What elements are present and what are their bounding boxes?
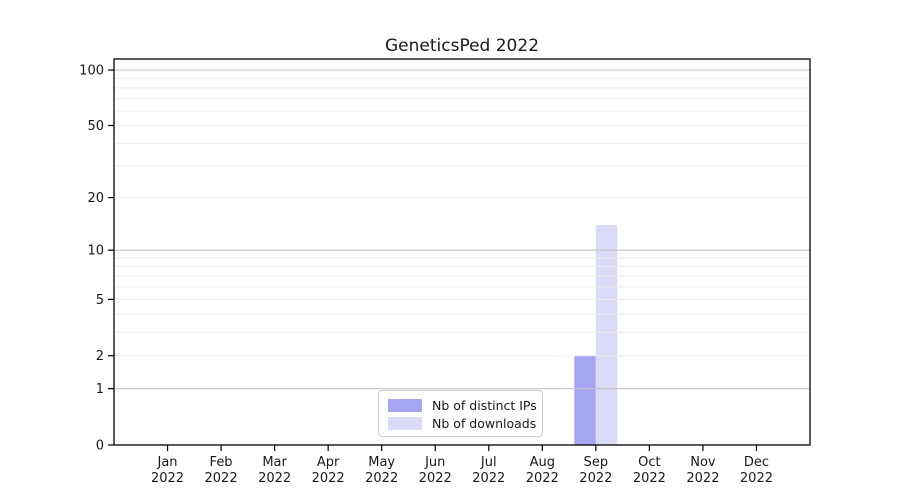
- x-tick-label-month: Nov: [690, 455, 716, 470]
- x-tick-label-month: Jul: [480, 455, 497, 470]
- axes-frame: [113, 58, 811, 446]
- legend-item-downloads: Nb of downloads: [388, 415, 537, 431]
- x-tick-label-year: 2022: [472, 471, 505, 486]
- legend-swatch-downloads: [388, 416, 422, 430]
- x-tick-label-year: 2022: [205, 471, 238, 486]
- x-tick-label-year: 2022: [365, 471, 398, 486]
- x-tick-label-month: Feb: [210, 455, 233, 470]
- y-tick-label: 1: [96, 382, 104, 397]
- x-tick-label-month: Aug: [530, 455, 555, 470]
- x-tick-label-year: 2022: [419, 471, 452, 486]
- chart-title: GeneticsPed 2022: [384, 36, 540, 56]
- x-tick-label-month: May: [368, 455, 395, 470]
- y-tick-label: 0: [96, 439, 104, 454]
- x-tick-label-year: 2022: [579, 471, 612, 486]
- y-tick-label: 2: [96, 349, 104, 364]
- legend-item-distinct-ips: Nb of distinct IPs: [388, 397, 537, 413]
- x-tick-label-month: Sep: [584, 455, 609, 470]
- x-tick-label-month: Dec: [744, 455, 769, 470]
- y-tick-label: 5: [96, 293, 104, 308]
- x-tick-label-year: 2022: [151, 471, 184, 486]
- x-tick-label-year: 2022: [740, 471, 773, 486]
- bar-sep-series0: [574, 355, 596, 445]
- legend-label-downloads: Nb of downloads: [432, 415, 537, 431]
- x-tick-label-month: Jan: [157, 455, 178, 470]
- bar-sep-series1: [595, 224, 618, 445]
- y-tick-label: 20: [87, 191, 104, 206]
- y-tick-label: 10: [87, 244, 104, 259]
- y-tick-label: 50: [87, 119, 104, 134]
- x-tick-label-year: 2022: [312, 471, 345, 486]
- x-tick-label-year: 2022: [258, 471, 291, 486]
- x-tick-label-month: Jun: [424, 455, 445, 470]
- y-tick-label: 100: [79, 64, 104, 79]
- x-tick-label-year: 2022: [633, 471, 666, 486]
- x-tick-label-year: 2022: [686, 471, 719, 486]
- x-tick-label-month: Apr: [317, 455, 340, 470]
- legend: Nb of distinct IPs Nb of downloads: [378, 390, 543, 437]
- x-tick-label-year: 2022: [526, 471, 559, 486]
- x-tick-label-month: Oct: [638, 455, 660, 470]
- legend-label-distinct-ips: Nb of distinct IPs: [432, 397, 537, 413]
- x-tick-label-month: Mar: [262, 455, 287, 470]
- legend-swatch-distinct-ips: [388, 398, 422, 412]
